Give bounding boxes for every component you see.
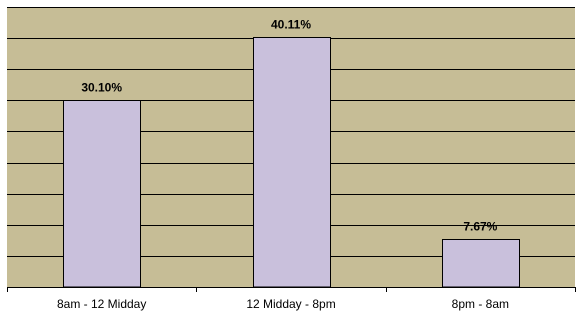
bar	[63, 100, 141, 288]
x-tick-label: 8am - 12 Midday	[57, 297, 146, 311]
bar	[253, 37, 331, 288]
bars	[63, 37, 520, 288]
x-tick-label: 12 Midday - 8pm	[246, 297, 335, 311]
x-ticks	[7, 287, 576, 292]
x-tick-label: 8pm - 8am	[452, 297, 509, 311]
x-tick-labels: 8am - 12 Midday 12 Midday - 8pm 8pm - 8am	[57, 297, 509, 311]
data-labels: 30.10% 40.11% 7.67%	[81, 18, 497, 234]
bar	[442, 239, 520, 288]
data-label: 30.10%	[81, 81, 122, 95]
data-label: 40.11%	[271, 18, 311, 32]
data-label: 7.67%	[463, 220, 497, 234]
